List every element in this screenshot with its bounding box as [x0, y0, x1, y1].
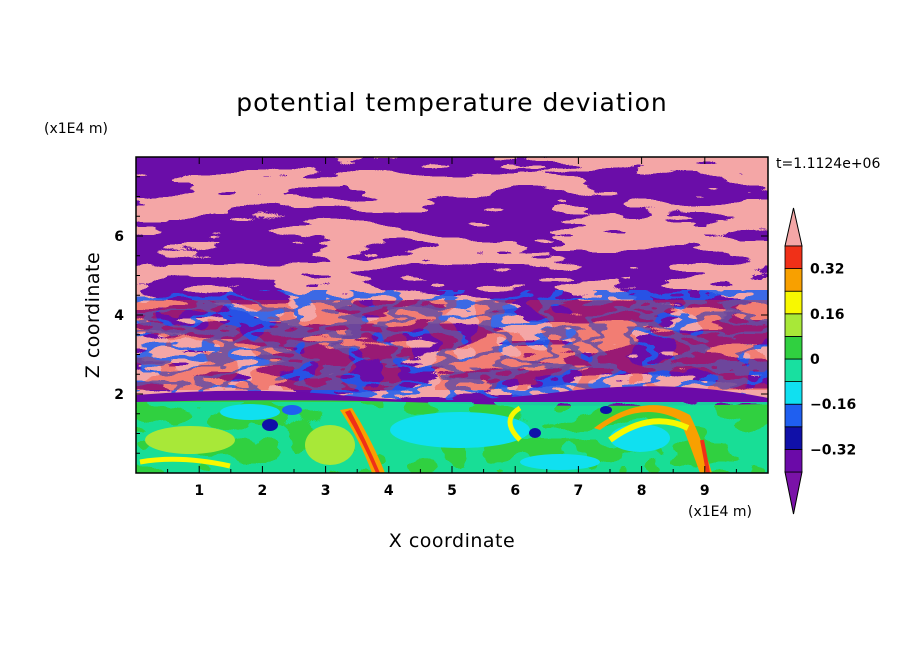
colorbar-tick-label: 0 [810, 352, 820, 368]
x-unit-label: (x1E4 m) [688, 504, 752, 520]
colorbar-tick-label: 0.16 [810, 307, 845, 323]
colorbar-swatch [784, 403, 803, 428]
x-tick-label: 7 [574, 483, 584, 499]
y-axis-ticks: 2 4 6 [114, 176, 768, 454]
chart-title: potential temperature deviation [236, 88, 667, 117]
x-tick-label: 6 [510, 483, 520, 499]
y-axis-label: Z coordinate [82, 252, 104, 378]
colorbar-over-triangle [784, 207, 803, 247]
x-tick-label: 1 [194, 483, 204, 499]
colorbar-swatch [784, 335, 803, 360]
colorbar-swatch [784, 381, 803, 405]
x-axis-label: X coordinate [389, 530, 515, 552]
y-tick-label: 6 [114, 229, 124, 245]
colorbar-swatch [784, 358, 803, 383]
time-label: t=1.1124e+06 [776, 156, 880, 172]
colorbar-swatch [784, 290, 803, 315]
x-tick-label: 2 [258, 483, 268, 499]
colorbar-tick-label: 0.32 [810, 262, 845, 278]
y-unit-label: (x1E4 m) [44, 121, 108, 137]
colorbar-under-triangle [784, 471, 803, 515]
colorbar [784, 207, 803, 515]
colorbar-swatch [784, 448, 803, 473]
colorbar-swatch [784, 313, 803, 337]
colorbar-swatch [784, 268, 803, 292]
x-tick-label: 3 [321, 483, 331, 499]
colorbar-swatch [784, 426, 803, 450]
x-axis-ticks: 1 2 3 4 5 6 7 8 9 [167, 157, 737, 499]
colorbar-tick-labels: 0.32 0.16 0 −0.16 −0.32 [810, 262, 856, 459]
field-plot [136, 157, 768, 473]
x-tick-label: 4 [384, 483, 394, 499]
y-tick-label: 4 [114, 308, 124, 324]
x-tick-label: 5 [447, 483, 457, 499]
colorbar-tick-label: −0.16 [810, 397, 856, 413]
colorbar-tick-label: −0.32 [810, 442, 856, 458]
y-tick-label: 2 [114, 387, 124, 403]
colorbar-swatch [784, 245, 803, 270]
x-tick-label: 9 [700, 483, 710, 499]
x-tick-label: 8 [637, 483, 647, 499]
